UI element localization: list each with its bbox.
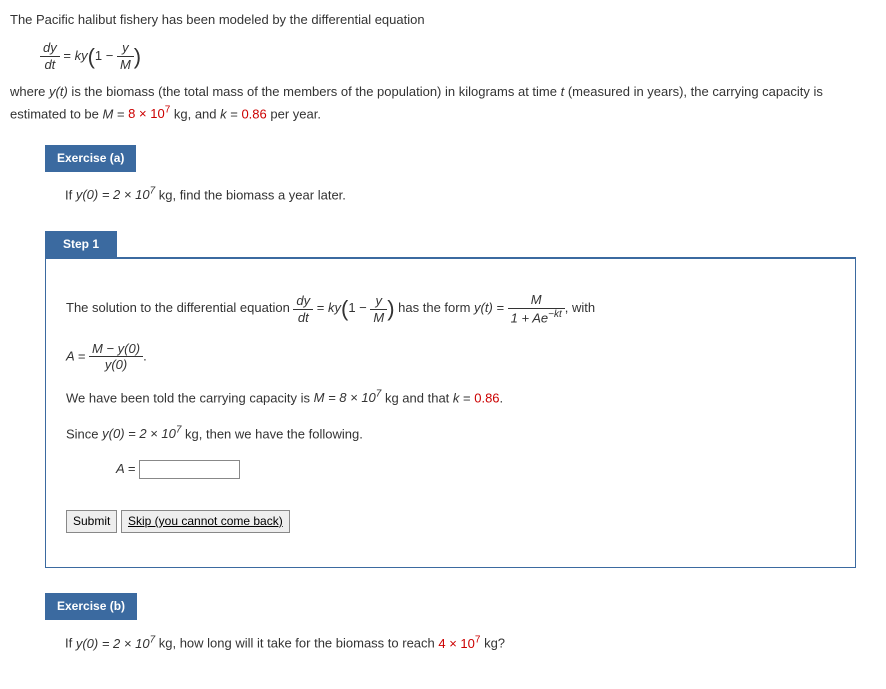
eq-equals: =	[63, 48, 74, 63]
step-1-tab: Step 1	[45, 231, 117, 258]
submit-button[interactable]: Submit	[66, 510, 117, 533]
A-definition-line: A = M − y(0) y(0) .	[66, 341, 835, 373]
eq-ky: ky	[75, 48, 88, 63]
exercise-b-body: If y(0) = 2 × 107 kg, how long will it t…	[65, 632, 876, 654]
skip-button[interactable]: Skip (you cannot come back)	[121, 510, 290, 533]
step-1-box: The solution to the differential equatio…	[45, 258, 856, 568]
intro-line-1: The Pacific halibut fishery has been mod…	[10, 10, 876, 31]
exercise-b-tab: Exercise (b)	[45, 593, 137, 620]
eq-dt: dt	[40, 57, 60, 73]
button-row: Submit Skip (you cannot come back)	[66, 510, 835, 533]
A-value-input[interactable]	[139, 460, 240, 479]
differential-equation: dy dt = ky(1 − y M )	[40, 39, 876, 74]
exercise-a-body: If y(0) = 2 × 107 kg, find the biomass a…	[65, 184, 876, 206]
intro-section: The Pacific halibut fishery has been mod…	[10, 10, 876, 125]
eq-one-minus: 1 −	[95, 48, 117, 63]
A-input-label: A =	[116, 461, 139, 476]
A-input-line: A =	[116, 459, 835, 480]
eq-y: y	[117, 40, 134, 57]
step-separator	[45, 257, 856, 258]
eq-dy: dy	[40, 40, 60, 57]
since-line: Since y(0) = 2 × 107 kg, then we have th…	[66, 423, 835, 445]
eq-M: M	[117, 57, 134, 73]
solution-form-line: The solution to the differential equatio…	[66, 291, 835, 326]
intro-line-2: where y(t) is the biomass (the total mas…	[10, 82, 876, 125]
exercise-a-tab: Exercise (a)	[45, 145, 136, 172]
given-values-line: We have been told the carrying capacity …	[66, 387, 835, 409]
